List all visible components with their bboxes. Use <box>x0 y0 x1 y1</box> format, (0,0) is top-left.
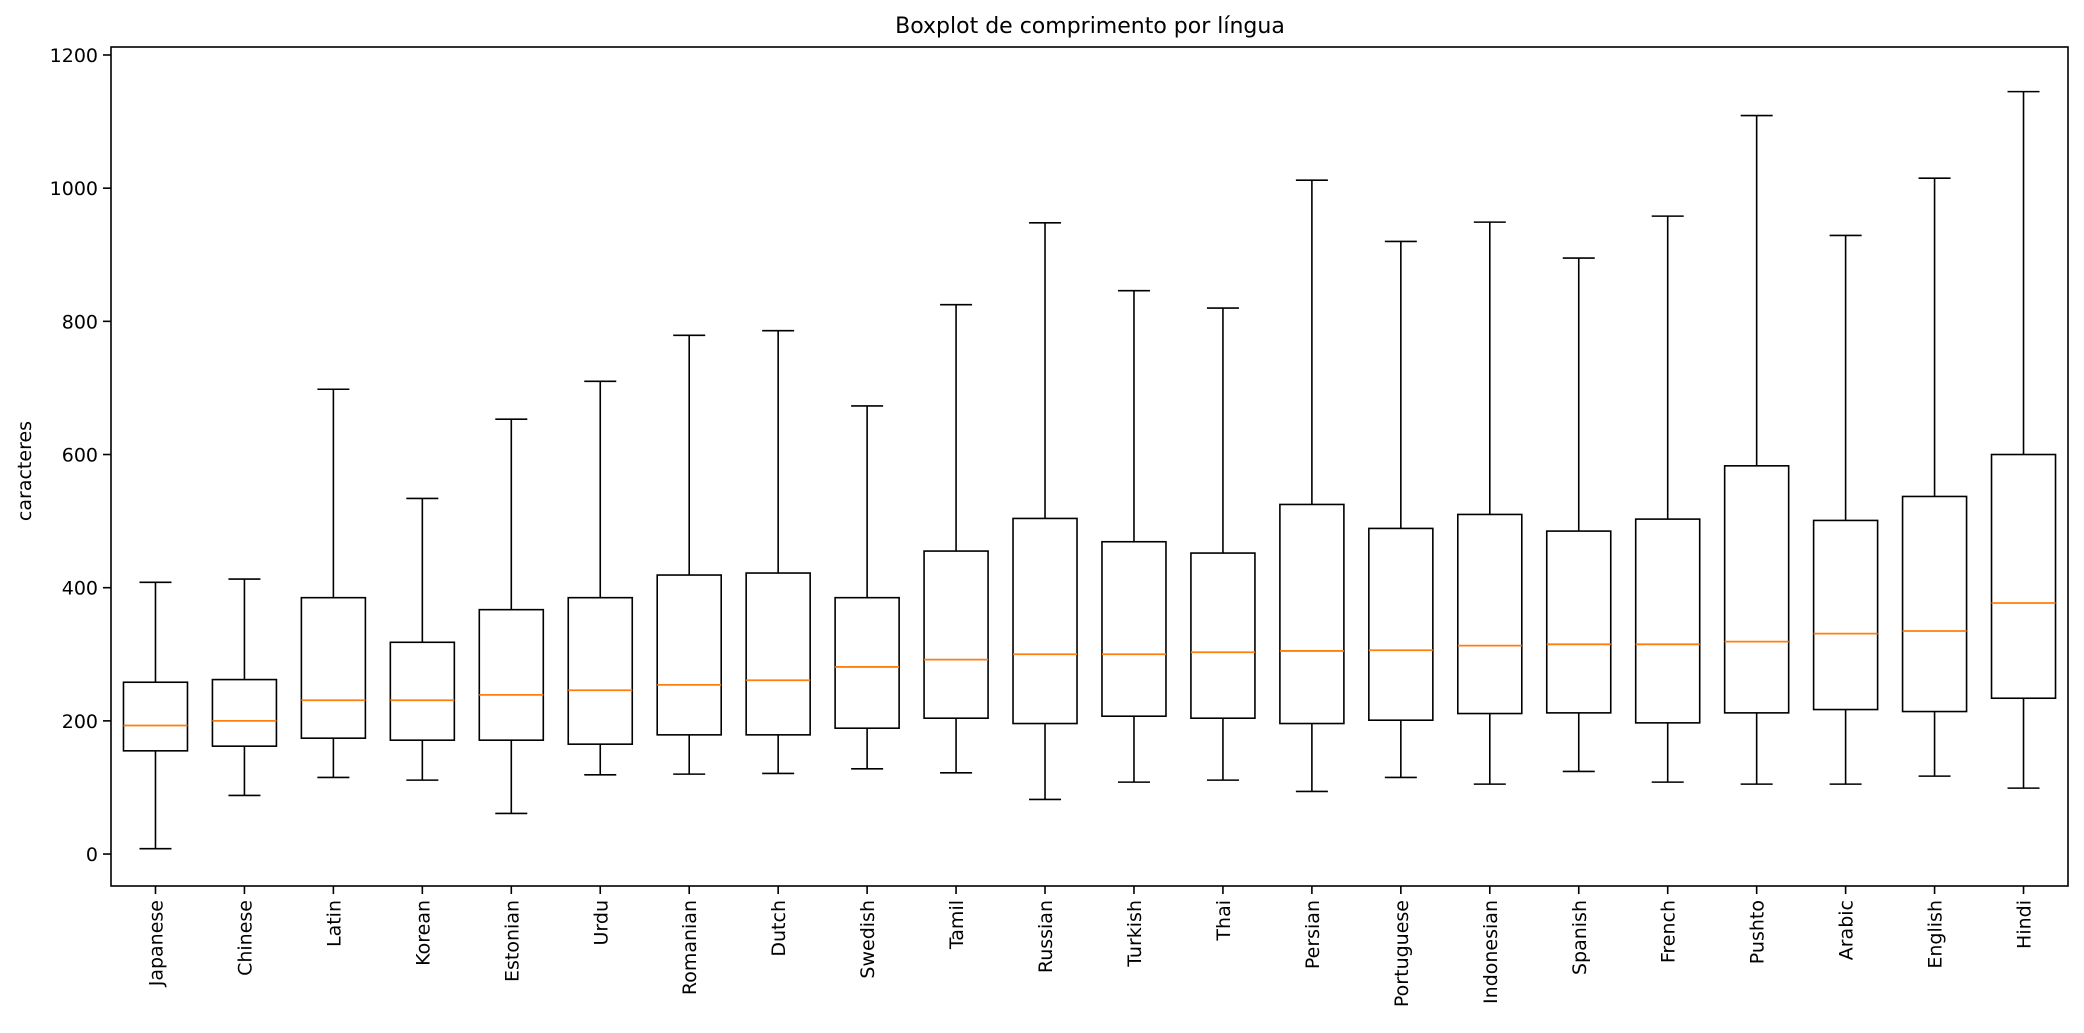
iqr-box <box>1812 519 1879 711</box>
iqr-box <box>389 641 456 741</box>
box-arabic <box>1812 234 1879 785</box>
box-turkish <box>1101 289 1167 783</box>
x-tick-label: Swedish <box>857 900 879 979</box>
box-indonesian <box>1456 221 1523 785</box>
box-dutch <box>745 329 811 775</box>
boxes-group <box>122 90 2057 850</box>
x-tick-label: Korean <box>412 900 434 966</box>
box-swedish <box>834 405 900 770</box>
box-korean <box>389 497 456 781</box>
iqr-box <box>1279 503 1345 725</box>
x-tick-label: Turkish <box>1124 900 1146 968</box>
x-tick-label: Romanian <box>679 900 701 995</box>
y-axis-title: caracteres <box>14 421 36 521</box>
x-tick-label: Arabic <box>1836 900 1858 960</box>
box-persian <box>1279 179 1345 793</box>
box-portuguese <box>1368 240 1434 779</box>
x-tick-label: Chinese <box>234 900 256 976</box>
box-chinese <box>211 578 278 797</box>
plot-frame <box>110 46 2069 887</box>
iqr-box <box>923 550 989 719</box>
iqr-box <box>1990 453 2057 700</box>
box-romanian <box>656 334 723 775</box>
y-tick-label: 800 <box>62 311 98 333</box>
iqr-box <box>1101 540 1167 718</box>
box-estonian <box>478 418 545 815</box>
x-tick-label: French <box>1658 900 1680 963</box>
box-spanish <box>1545 257 1612 773</box>
x-tick-label: Russian <box>1035 900 1057 973</box>
box-hindi <box>1990 90 2057 789</box>
box-english <box>1901 177 1968 777</box>
box-french <box>1634 215 1701 783</box>
iqr-box <box>1368 527 1434 721</box>
iqr-box <box>1190 552 1256 719</box>
x-tick-label: Indonesian <box>1480 900 1502 1004</box>
x-tick-label: Persian <box>1302 900 1324 969</box>
x-tick-label: Hindi <box>2014 900 2036 949</box>
iqr-box <box>567 596 634 745</box>
x-tick-label: Japanese <box>145 900 167 987</box>
y-tick-label: 200 <box>62 711 98 733</box>
iqr-box <box>1901 495 1968 713</box>
iqr-box <box>1456 513 1523 715</box>
x-tick-label: Dutch <box>768 900 790 957</box>
iqr-box <box>300 596 367 739</box>
box-japanese <box>122 581 189 850</box>
iqr-box <box>211 678 278 747</box>
x-tick-label: Estonian <box>501 900 523 982</box>
box-latin <box>300 388 367 779</box>
box-urdu <box>567 380 634 776</box>
iqr-box <box>478 608 545 741</box>
iqr-box <box>1012 517 1078 725</box>
x-tick-label: Tamil <box>946 900 968 950</box>
x-tick-label: Urdu <box>590 900 612 946</box>
y-tick-label: 1000 <box>50 178 98 200</box>
y-axis: 0 200 400 600 800 1000 1200 <box>50 45 111 866</box>
x-tick-label: Portuguese <box>1391 900 1413 1007</box>
x-axis: Japanese Chinese Latin Korean Estonian Urdu Ro… <box>145 886 2036 1007</box>
x-tick-label: English <box>1925 900 1947 969</box>
iqr-box <box>1723 465 1790 714</box>
iqr-box <box>834 596 900 729</box>
y-tick-label: 0 <box>86 844 98 866</box>
y-tick-label: 1200 <box>50 45 98 67</box>
x-tick-label: Latin <box>323 900 345 947</box>
iqr-box <box>745 572 811 736</box>
box-pushto <box>1723 114 1790 785</box>
iqr-box <box>1634 518 1701 724</box>
iqr-box <box>656 574 723 736</box>
y-tick-label: 600 <box>62 445 98 467</box>
box-russian <box>1012 221 1078 801</box>
box-thai <box>1190 307 1256 781</box>
iqr-box <box>122 681 189 752</box>
x-tick-label: Thai <box>1213 900 1235 942</box>
x-tick-label: Pushto <box>1747 900 1769 964</box>
y-tick-label: 400 <box>62 578 98 600</box>
iqr-box <box>1545 530 1612 714</box>
box-tamil <box>923 303 989 774</box>
chart-title: Boxplot de comprimento por língua <box>895 14 1285 39</box>
x-tick-label: Spanish <box>1569 900 1591 975</box>
